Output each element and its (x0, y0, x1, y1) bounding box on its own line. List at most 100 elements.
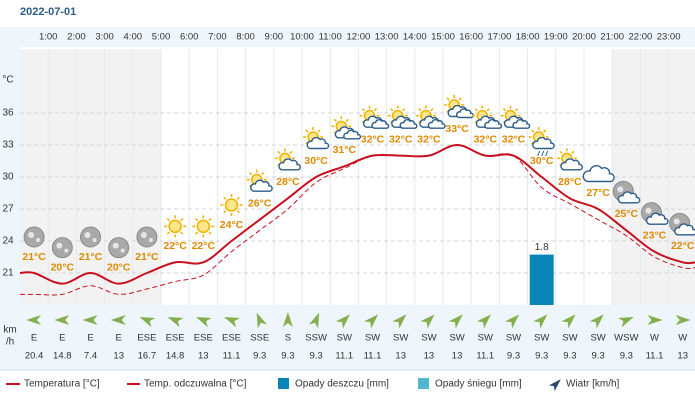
cloud (512, 119, 531, 129)
x-tick-label: 11:00 (319, 32, 342, 43)
x-tick-label: 4:00 (124, 32, 143, 43)
sun-ray (474, 108, 478, 112)
weather-icon (331, 116, 362, 140)
wind-direction: S (285, 333, 291, 344)
sun-ray (277, 150, 281, 154)
sun-ray (402, 108, 406, 112)
rain-bar (529, 254, 554, 305)
temperature-label: 23°C (643, 229, 667, 241)
crater (92, 238, 97, 242)
sun-ray (458, 97, 462, 101)
temperature-label: 30°C (530, 155, 554, 167)
legend-label: Opady deszczu [mm] (295, 379, 389, 390)
sun-ray (166, 218, 170, 222)
wind-speed: 9.3 (563, 351, 576, 362)
weather-icon (612, 180, 641, 204)
wind-arrow (533, 314, 548, 329)
wind-direction: SW (506, 333, 521, 344)
cloud (532, 136, 555, 150)
x-tick-label: 5:00 (152, 32, 171, 43)
moon (136, 226, 158, 248)
weather-icon (192, 215, 215, 238)
sun-ray (194, 218, 199, 222)
crater (56, 242, 63, 249)
temperature-label: 28°C (276, 176, 300, 188)
temperature-label: 20°C (107, 261, 131, 273)
cloud (278, 158, 301, 171)
temperature-label: 30°C (304, 155, 328, 167)
x-tick-label: 16:00 (459, 32, 483, 43)
weather-icon (136, 226, 158, 248)
temperature-label: 22°C (671, 240, 695, 252)
y-tick-label: 21 (2, 268, 14, 279)
wind-speed: 11.1 (364, 351, 382, 362)
wind-direction: ESE (194, 333, 213, 344)
sun-ray (236, 196, 240, 200)
crater (140, 232, 147, 238)
y-tick-label: 33 (2, 140, 14, 151)
wind-arrow (224, 316, 240, 328)
cloud (371, 119, 390, 129)
x-tick-label: 3:00 (95, 32, 114, 43)
wind-direction: E (116, 333, 122, 344)
weather-icon (164, 215, 187, 238)
wind-direction: SW (365, 333, 380, 344)
x-tick-label: 9:00 (265, 32, 284, 43)
sun-ray (289, 150, 293, 154)
crater (36, 238, 41, 242)
sun-ray (249, 172, 253, 176)
wind-direction: ESE (222, 333, 241, 344)
x-tick-label: 6:00 (180, 32, 199, 43)
wind-speed: 9.3 (253, 351, 266, 362)
x-tick-label: 14:00 (403, 32, 427, 43)
wind-direction: W (650, 333, 659, 344)
sun (168, 219, 182, 234)
wind-arrow (167, 316, 184, 328)
sun-ray (502, 108, 507, 112)
legend-label: Opady śniegu [mm] (435, 379, 522, 390)
sun-ray (208, 231, 212, 235)
weather-icon (500, 105, 531, 129)
wind-arrow (647, 315, 663, 325)
cloud (343, 129, 362, 140)
wind-arrow (54, 315, 70, 325)
temperature-label: 32°C (502, 133, 526, 145)
temperature-label: 20°C (51, 261, 75, 273)
sun-ray (446, 97, 450, 101)
wind-arrow (282, 312, 293, 327)
temperature-label: 22°C (192, 240, 216, 252)
wind-speed: 9.3 (507, 351, 520, 362)
weather-icon (274, 148, 301, 171)
sun-ray (571, 150, 575, 154)
x-tick-label: 1:00 (39, 32, 58, 43)
temperature-label: 27°C (586, 187, 610, 199)
weather-icon (108, 237, 130, 259)
weather-icon (641, 202, 669, 225)
legend-label: Wiatr [km/h] (566, 379, 620, 390)
crater (112, 242, 119, 249)
cloud (250, 179, 273, 192)
temperature-label: 32°C (361, 133, 385, 145)
temperature-label: 21°C (135, 251, 159, 263)
temperature-label: 32°C (389, 133, 413, 145)
wind-direction: SW (449, 333, 464, 344)
x-tick-label: 13:00 (375, 32, 399, 43)
wind-speed: 9.3 (591, 351, 604, 362)
wind-speed: 13 (677, 351, 688, 362)
sun-ray (486, 108, 490, 112)
sun-ray (430, 108, 434, 112)
crater (645, 207, 652, 214)
temperature-label: 21°C (79, 251, 103, 263)
wind-speed: 14.8 (166, 351, 185, 362)
crater (617, 186, 624, 193)
sun-ray (345, 118, 349, 122)
sun-ray (223, 210, 227, 214)
x-tick-label: 20:00 (572, 32, 596, 43)
wind-arrow (110, 315, 126, 325)
sun-ray (531, 129, 535, 133)
wind-direction: SW (421, 333, 436, 344)
wind-arrow (26, 315, 42, 325)
sun-ray (514, 108, 519, 112)
y-tick-label: 27 (2, 204, 14, 215)
weather-icon (23, 226, 45, 248)
